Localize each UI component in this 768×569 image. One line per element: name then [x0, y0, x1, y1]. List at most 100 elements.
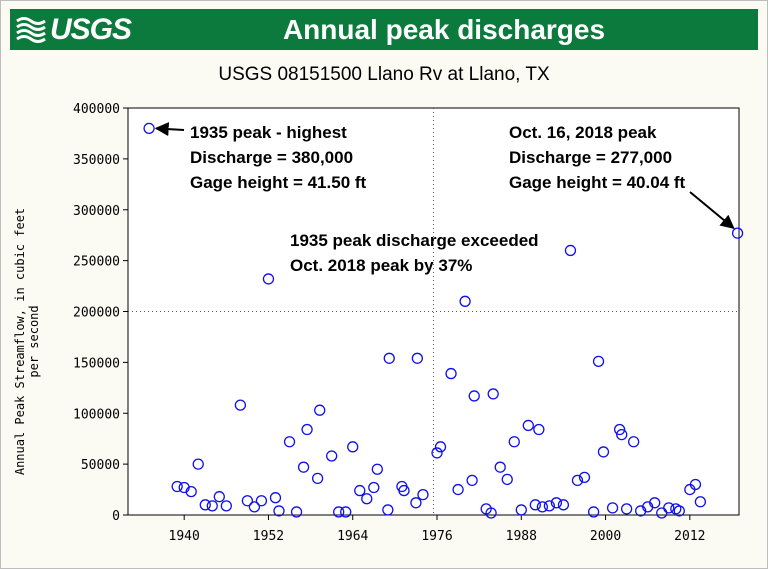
data-point: [192, 458, 204, 470]
data-point: [578, 471, 591, 484]
y-axis-label: per second: [27, 305, 41, 377]
data-point: [417, 488, 429, 501]
annotation-comparison: Oct. 2018 peak by 37%: [290, 256, 472, 275]
data-point: [620, 503, 633, 515]
data-point: [241, 495, 254, 507]
data-point: [445, 367, 457, 380]
data-point: [487, 388, 499, 400]
data-point: [522, 419, 534, 432]
data-point: [694, 496, 707, 508]
data-point: [340, 506, 352, 518]
data-point: [185, 485, 197, 498]
data-point: [673, 505, 685, 517]
y-tick-label: 300000: [73, 204, 120, 219]
data-point: [616, 428, 628, 441]
usgs-wave-icon: [16, 16, 46, 43]
y-tick-label: 150000: [73, 356, 120, 371]
data-point: [314, 404, 326, 416]
data-point: [533, 423, 545, 436]
data-point: [485, 507, 497, 519]
arrow-2018-peak: [689, 191, 735, 230]
y-tick-label: 200000: [73, 306, 120, 321]
data-point: [143, 122, 155, 135]
x-tick-label: 1952: [253, 529, 284, 544]
data-point: [459, 295, 471, 307]
y-tick-label: 0: [112, 509, 120, 524]
data-point: [649, 497, 661, 509]
data-point: [550, 497, 563, 509]
data-point: [255, 495, 268, 507]
annotation-comparison: 1935 peak discharge exceeded: [290, 231, 539, 250]
annotation-2018-peak: Oct. 16, 2018 peak: [509, 123, 657, 142]
data-point: [301, 423, 313, 436]
data-point: [311, 472, 324, 485]
data-point: [452, 483, 464, 496]
y-tick-label: 400000: [73, 102, 120, 117]
data-point: [529, 499, 541, 511]
data-point: [543, 500, 556, 512]
data-point: [628, 436, 640, 448]
data-point: [557, 499, 570, 511]
data-point: [592, 355, 605, 368]
data-point: [515, 504, 527, 516]
data-point: [508, 436, 520, 448]
data-point: [333, 506, 345, 518]
data-point: [411, 352, 423, 364]
annotation-1935-peak: Gage height = 41.50 ft: [190, 173, 367, 192]
data-point: [171, 480, 183, 493]
y-axis-label: Annual Peak Streamflow, in cubic feet: [13, 208, 27, 475]
data-point: [383, 352, 395, 364]
data-point: [273, 505, 285, 517]
data-point: [290, 506, 303, 518]
annotation-2018-peak: Gage height = 40.04 ft: [509, 173, 686, 192]
data-point: [597, 446, 610, 458]
data-point: [368, 481, 380, 494]
data-point: [361, 493, 373, 505]
annotation-2018-peak: Discharge = 277,000: [509, 148, 672, 167]
usgs-logo: USGS: [16, 13, 132, 46]
data-point: [410, 497, 422, 509]
x-tick-label: 1976: [421, 529, 452, 544]
data-point: [571, 474, 584, 487]
y-tick-label: 250000: [73, 255, 120, 270]
data-point: [382, 504, 394, 516]
data-point: [213, 491, 225, 503]
data-point: [199, 499, 211, 511]
data-point: [606, 502, 619, 514]
data-point: [587, 506, 600, 518]
x-tick-label: 1964: [337, 529, 368, 544]
data-point: [494, 461, 506, 473]
annotation-1935-peak: Discharge = 380,000: [190, 148, 353, 167]
data-point: [466, 474, 478, 487]
data-point: [689, 478, 702, 491]
data-point: [220, 500, 232, 512]
data-point: [731, 227, 744, 239]
x-tick-label: 1940: [169, 529, 200, 544]
banner-title: Annual peak discharges: [282, 14, 606, 45]
y-tick-label: 50000: [81, 458, 120, 473]
data-point: [283, 436, 296, 448]
data-point: [326, 450, 338, 462]
data-point: [431, 447, 443, 459]
x-tick-label: 2012: [674, 529, 705, 544]
data-point: [248, 501, 261, 513]
data-point: [297, 461, 310, 473]
data-point: [663, 502, 675, 514]
data-point: [206, 500, 218, 512]
x-tick-label: 2000: [590, 529, 621, 544]
data-point: [269, 492, 282, 504]
arrow-1935-peak: [154, 122, 185, 137]
chart-title: USGS 08151500 Llano Rv at Llano, TX: [218, 64, 550, 85]
y-tick-label: 100000: [73, 407, 120, 422]
data-point: [347, 441, 359, 453]
y-tick-label: 350000: [73, 153, 120, 168]
data-point: [501, 473, 513, 486]
x-tick-label: 1988: [506, 529, 537, 544]
annotation-1935-peak: 1935 peak - highest: [190, 123, 347, 142]
data-point: [262, 273, 275, 285]
data-point: [434, 441, 447, 453]
data-point: [234, 399, 247, 411]
data-point: [613, 423, 626, 436]
data-point: [398, 484, 410, 497]
